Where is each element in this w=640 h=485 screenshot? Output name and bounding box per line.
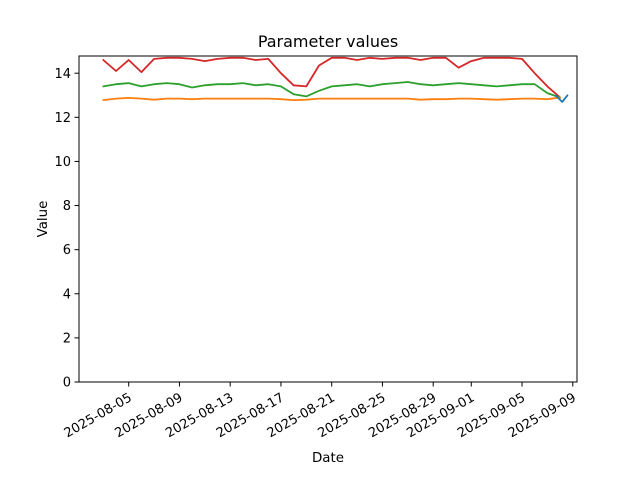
y-tick-label: 8 [63,199,71,214]
x-axis-label: Date [312,451,344,466]
y-tick-label: 6 [63,243,71,258]
y-tick-label: 10 [54,155,71,170]
y-axis-label: Value [36,201,51,238]
y-tick-label: 12 [54,111,71,126]
chart-title: Parameter values [258,32,398,51]
y-axis-ticks: 0 2 4 6 8 10 12 14 [54,67,79,391]
y-tick-label: 0 [63,376,71,391]
series-red-line [102,56,561,99]
series-blue-line [555,94,569,103]
plot-area [78,55,578,383]
series-orange-line [102,96,561,101]
series-green-line [102,81,561,99]
chart-series [102,56,569,103]
y-tick-label: 2 [63,331,71,346]
y-tick-label: 4 [63,287,71,302]
y-tick-label: 14 [54,67,71,82]
